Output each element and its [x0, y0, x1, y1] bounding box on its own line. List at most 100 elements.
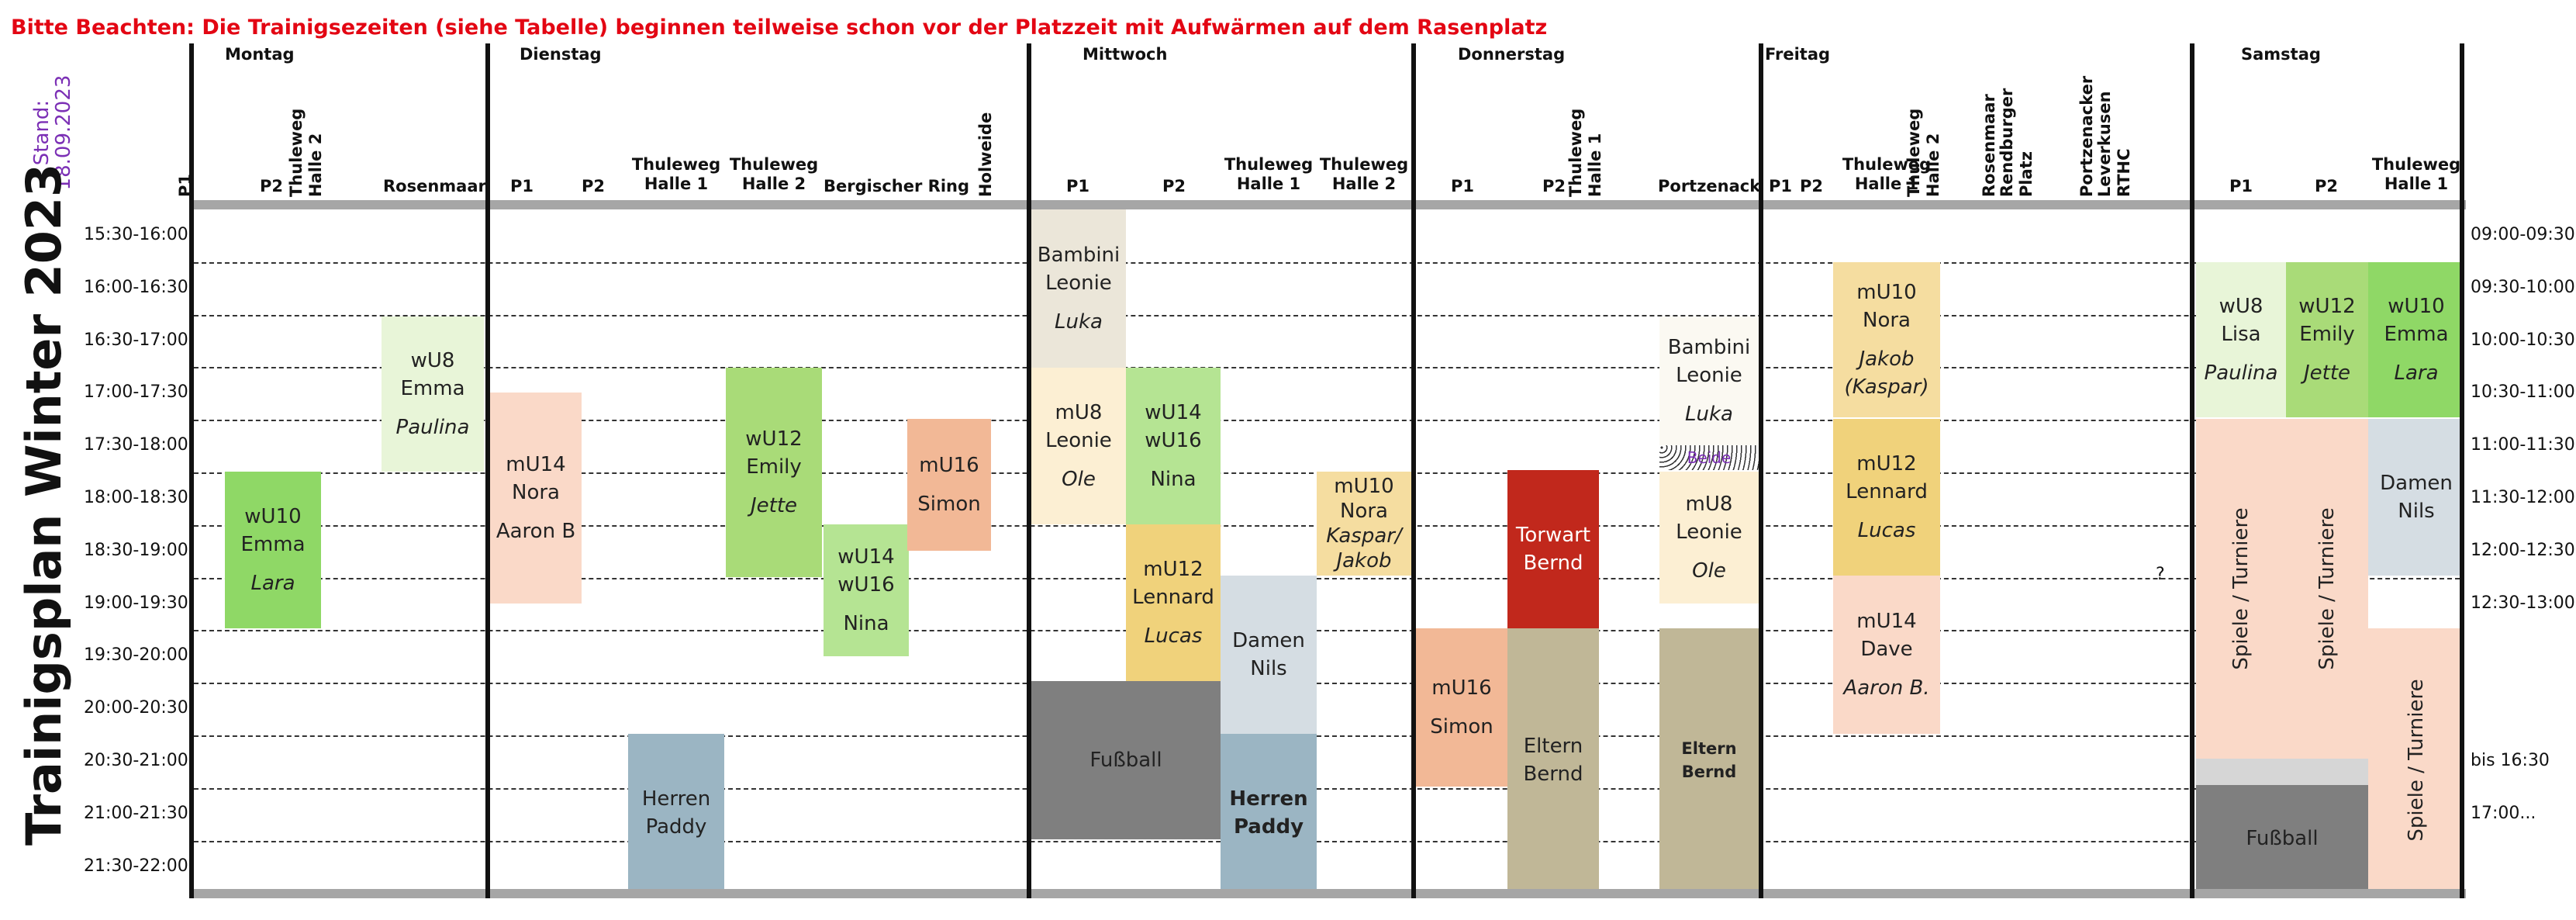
- block-di-mu16: mU16 Simon: [907, 419, 991, 551]
- block-di-wu14: wU14 wU16 Nina: [824, 524, 909, 656]
- block-di-herren: Herren Paddy: [628, 734, 724, 892]
- time-label: 17:00-17:30: [84, 382, 188, 402]
- block-mi-bambini: Bambini Leonie Luka: [1031, 209, 1126, 368]
- block-sa-fussball: Fußball: [2196, 785, 2368, 892]
- time-label: 16:30-17:00: [84, 330, 188, 350]
- block-mi-mu12: mU12 Lennard Lucas: [1126, 524, 1221, 681]
- col-do-portzenack: Portzenack: [1658, 177, 1761, 195]
- block-mi-fussball: Fußball: [1031, 681, 1221, 839]
- col-di-p1: P1: [509, 177, 534, 195]
- block-mi-damen: Damen Nils: [1221, 576, 1317, 734]
- saturday-time-label: 11:30-12:00: [2471, 488, 2575, 507]
- saturday-time-label: 17:00...: [2471, 804, 2536, 823]
- col-do-p1: P1: [1450, 177, 1474, 195]
- col-fr-p1: P1: [1768, 177, 1792, 195]
- day-separator-do-fr: [1759, 43, 1763, 898]
- question-mark: ?: [2156, 565, 2165, 584]
- col-di-thuleweg-halle1: Thuleweg Halle 1: [631, 155, 721, 193]
- col-mi-p2: P2: [1162, 177, 1186, 195]
- block-do-torwart: Torwart Bernd: [1507, 470, 1599, 628]
- block-sa-gray: [2196, 759, 2368, 785]
- col-mi-thuleweg-halle2: Thuleweg Halle 2: [1319, 155, 1409, 193]
- row-divider: [194, 262, 2460, 264]
- time-label: 17:30-18:00: [84, 435, 188, 455]
- row-divider: [194, 735, 2460, 737]
- col-mi-thuleweg-halle1: Thuleweg Halle 1: [1224, 155, 1314, 193]
- col-mi-p1: P1: [1065, 177, 1089, 195]
- day-samstag: Samstag: [2241, 45, 2321, 64]
- time-label: 20:30-21:00: [84, 751, 188, 770]
- row-divider: [194, 788, 2460, 790]
- day-separator-right: [2460, 43, 2464, 898]
- time-label: 21:00-21:30: [84, 804, 188, 823]
- block-do-mu16: mU16 Simon: [1416, 628, 1507, 787]
- time-label: 21:30-22:00: [84, 856, 188, 876]
- block-mo-wu10: wU10 Emma Lara: [225, 472, 321, 628]
- block-do-eltern2: Eltern Bernd: [1659, 628, 1759, 892]
- block-mi-herren: Herren Paddy: [1221, 734, 1317, 892]
- row-divider: [194, 315, 2460, 316]
- block-fr-mu10: mU10 Nora Jakob (Kaspar): [1833, 262, 1940, 417]
- col-sa-p1: P1: [2229, 177, 2253, 195]
- col-mo-p2: P2: [259, 177, 283, 195]
- block-do-beide: Beide: [1659, 445, 1759, 470]
- time-label: 16:00-16:30: [84, 278, 188, 297]
- time-label: 18:30-19:00: [84, 541, 188, 560]
- row-divider: [194, 420, 2460, 421]
- saturday-time-label: 10:00-10:30: [2471, 330, 2575, 350]
- saturday-time-label: 11:00-11:30: [2471, 435, 2575, 455]
- col-sa-p2: P2: [2314, 177, 2338, 195]
- block-sa-spiele-p1: Spiele / Turniere: [2196, 419, 2286, 759]
- header-bar: [189, 200, 2466, 209]
- row-divider: [194, 367, 2460, 368]
- time-label: 20:00-20:30: [84, 698, 188, 718]
- col-di-thuleweg-halle2: Thuleweg Halle 2: [729, 155, 819, 193]
- col-fr-rendburger: Rendburger Platz: [1998, 88, 2036, 197]
- day-mittwoch: Mittwoch: [1083, 45, 1168, 64]
- row-divider: [194, 578, 2460, 579]
- block-sa-wu10: wU10 Emma Lara: [2368, 262, 2464, 417]
- day-separator-mo-di: [485, 43, 490, 898]
- col-mo-thuleweg-halle2: Thuleweg Halle 2: [287, 108, 325, 197]
- day-separator-left: [189, 43, 194, 898]
- block-fr-mu12: mU12 Lennard Lucas: [1833, 419, 1940, 576]
- row-divider: [194, 630, 2460, 631]
- time-label: 18:00-18:30: [84, 488, 188, 507]
- saturday-time-label: 12:30-13:00: [2471, 593, 2575, 613]
- saturday-time-label: 10:30-11:00: [2471, 382, 2575, 402]
- day-donnerstag: Donnerstag: [1458, 45, 1566, 64]
- block-do-mu8: mU8 Leonie Ole: [1659, 472, 1759, 604]
- col-mo-rosenmaar: Rosenmaar: [383, 177, 486, 195]
- col-di-bergischer-ring: Bergischer Ring: [824, 177, 969, 195]
- col-do-p2: P2: [1542, 177, 1566, 195]
- col-fr-p2: P2: [1799, 177, 1823, 195]
- col-do-thuleweg-halle1: Thuleweg Halle 1: [1566, 108, 1604, 197]
- day-dienstag: Dienstag: [520, 45, 602, 64]
- row-divider: [194, 841, 2460, 842]
- block-sa-wu8: wU8 Lisa Paulina: [2196, 262, 2286, 417]
- block-mi-mu8: mU8 Leonie Ole: [1031, 368, 1126, 524]
- block-mo-wu8: wU8 Emma Paulina: [382, 316, 484, 472]
- saturday-time-label: 09:30-10:00: [2471, 278, 2575, 297]
- block-sa-spiele-p2: Spiele / Turniere: [2286, 419, 2368, 759]
- day-separator-fr-sa: [2190, 43, 2194, 898]
- block-mi-wu14: wU14 wU16 Nina: [1126, 368, 1221, 524]
- block-do-eltern: Eltern Bernd: [1507, 628, 1599, 892]
- time-label: 19:30-20:00: [84, 645, 188, 665]
- bottom-bar: [189, 889, 2466, 898]
- row-divider: [194, 683, 2460, 684]
- block-mi-mu10: mU10 Nora Kaspar/ Jakob: [1317, 472, 1411, 576]
- col-sa-thuleweg-halle1: Thuleweg Halle 1: [2371, 155, 2461, 193]
- day-montag: Montag: [225, 45, 295, 64]
- col-mo-p1: P1: [176, 173, 195, 197]
- notice-text: Bitte Beachten: Die Trainigsezeiten (sie…: [11, 16, 1548, 40]
- block-di-wu12: wU12 Emily Jette: [726, 368, 822, 577]
- block-sa-wu12: wU12 Emily Jette: [2286, 262, 2368, 417]
- block-do-bambini: Bambini Leonie Luka: [1659, 316, 1759, 445]
- day-freitag: Freitag: [1765, 45, 1831, 64]
- block-fr-mu14: mU14 Dave Aaron B.: [1833, 576, 1940, 734]
- saturday-time-label: 12:00-12:30: [2471, 541, 2575, 560]
- block-sa-spiele-halle: Spiele / Turniere: [2368, 628, 2464, 892]
- col-fr-leverkusen: Leverkusen RTHC: [2095, 91, 2133, 197]
